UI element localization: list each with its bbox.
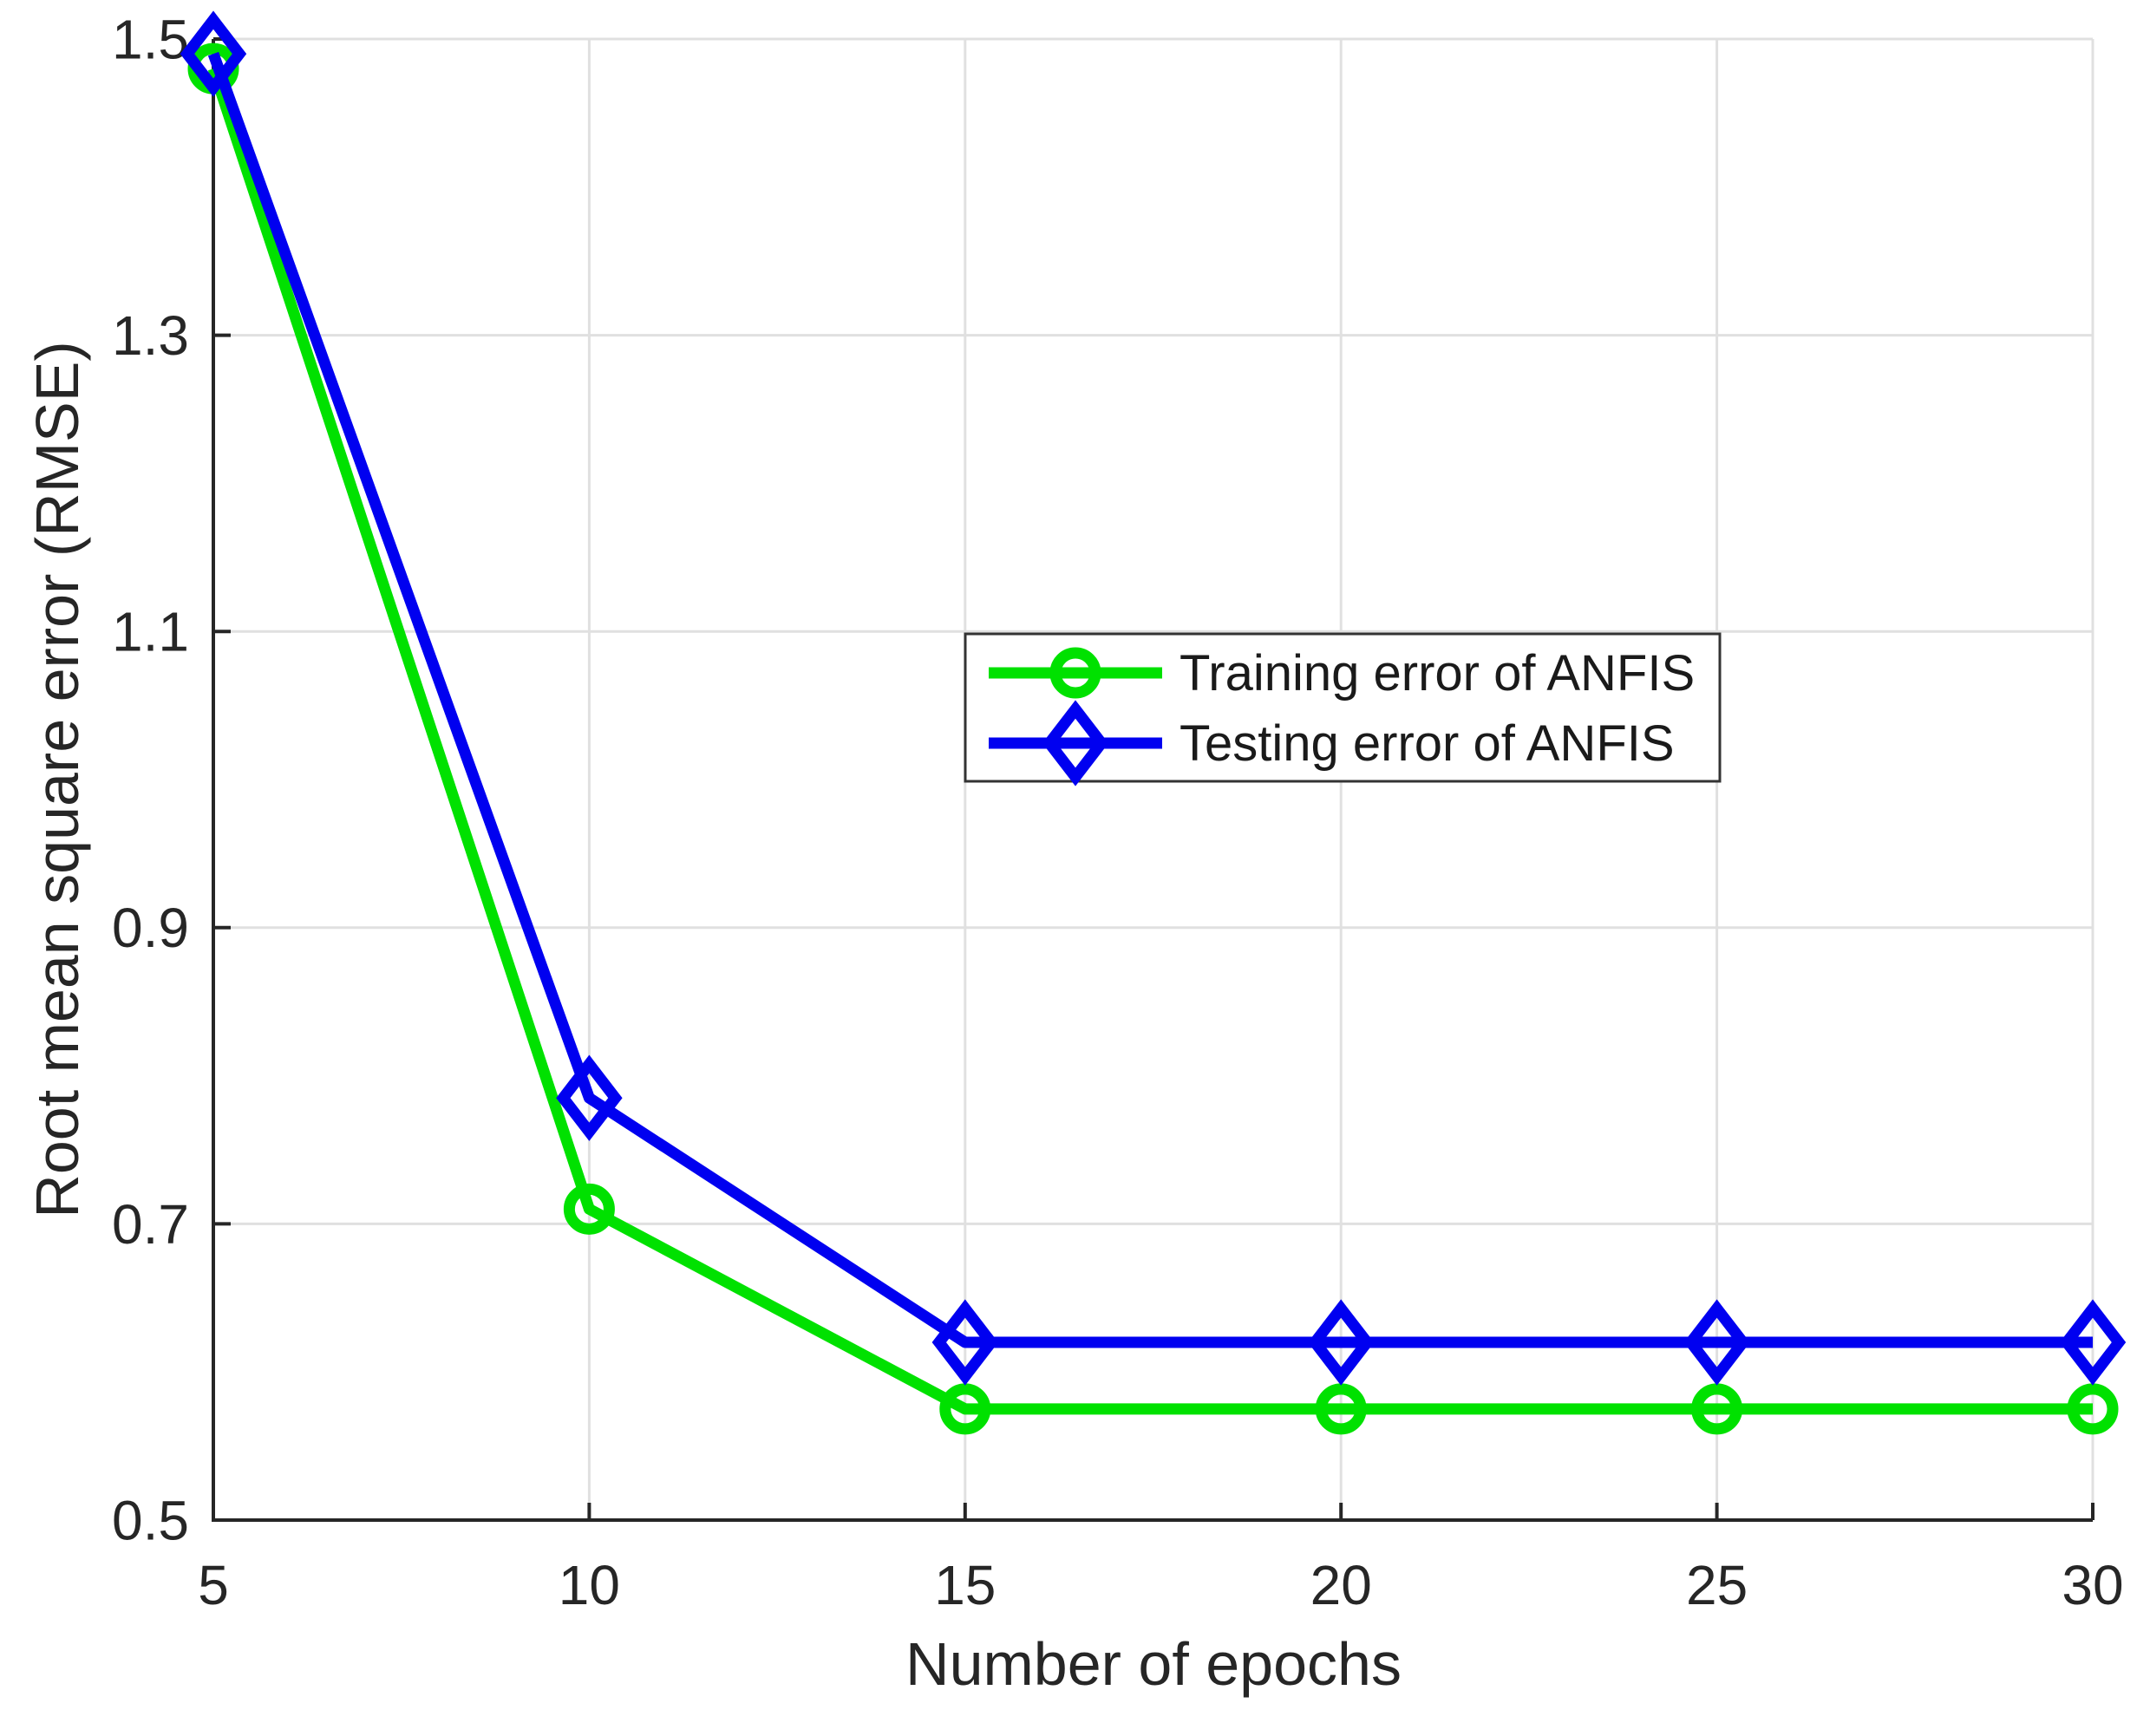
diamond-marker (1683, 1299, 1750, 1386)
series-line (207, 67, 2093, 1415)
y-tick-label: 1.5 (112, 8, 189, 70)
y-axis-title: Root mean square error (RMSE) (23, 341, 91, 1217)
axes (212, 37, 2094, 1522)
circle-marker (1691, 1383, 1743, 1435)
circle-marker (563, 1183, 615, 1235)
diamond-marker (1042, 700, 1109, 786)
x-tick-label: 25 (1686, 1554, 1748, 1616)
x-axis-title: Number of epochs (905, 1630, 1402, 1698)
diamond-marker (556, 1054, 623, 1141)
x-tick-label: 10 (559, 1554, 620, 1616)
x-tick-label: 5 (198, 1554, 229, 1616)
y-tick-label: 1.1 (112, 601, 189, 663)
y-tick-label: 0.7 (112, 1193, 189, 1256)
y-tick-label: 0.5 (112, 1489, 189, 1551)
series-circle (187, 42, 2119, 1435)
series-line (207, 51, 2093, 1348)
y-tick-label: 0.9 (112, 897, 189, 959)
data-series (180, 10, 2127, 1435)
diamond-marker (180, 10, 247, 97)
y-tick-label: 1.3 (112, 304, 189, 367)
diamond-marker (931, 1299, 999, 1386)
tick-labels: 5 10 15 20 25 30 0.5 0.7 0.9 1.1 1.3 1.5 (112, 8, 2124, 1616)
legend-label: Testing error of ANFIS (1180, 715, 1675, 772)
diamond-marker (1307, 1299, 1375, 1386)
legend-label: Training error of ANFIS (1180, 645, 1695, 702)
x-tick-label: 30 (2062, 1554, 2123, 1616)
circle-marker (2067, 1383, 2119, 1435)
diamond-marker (2059, 1299, 2127, 1386)
circle-marker (1315, 1383, 1367, 1435)
circle-marker (1049, 647, 1101, 699)
legend: Training error of ANFIS Testing error of … (964, 632, 1722, 786)
circle-marker (939, 1383, 991, 1435)
series-diamond (180, 10, 2127, 1386)
x-tick-label: 20 (1310, 1554, 1372, 1616)
x-tick-label: 15 (934, 1554, 996, 1616)
